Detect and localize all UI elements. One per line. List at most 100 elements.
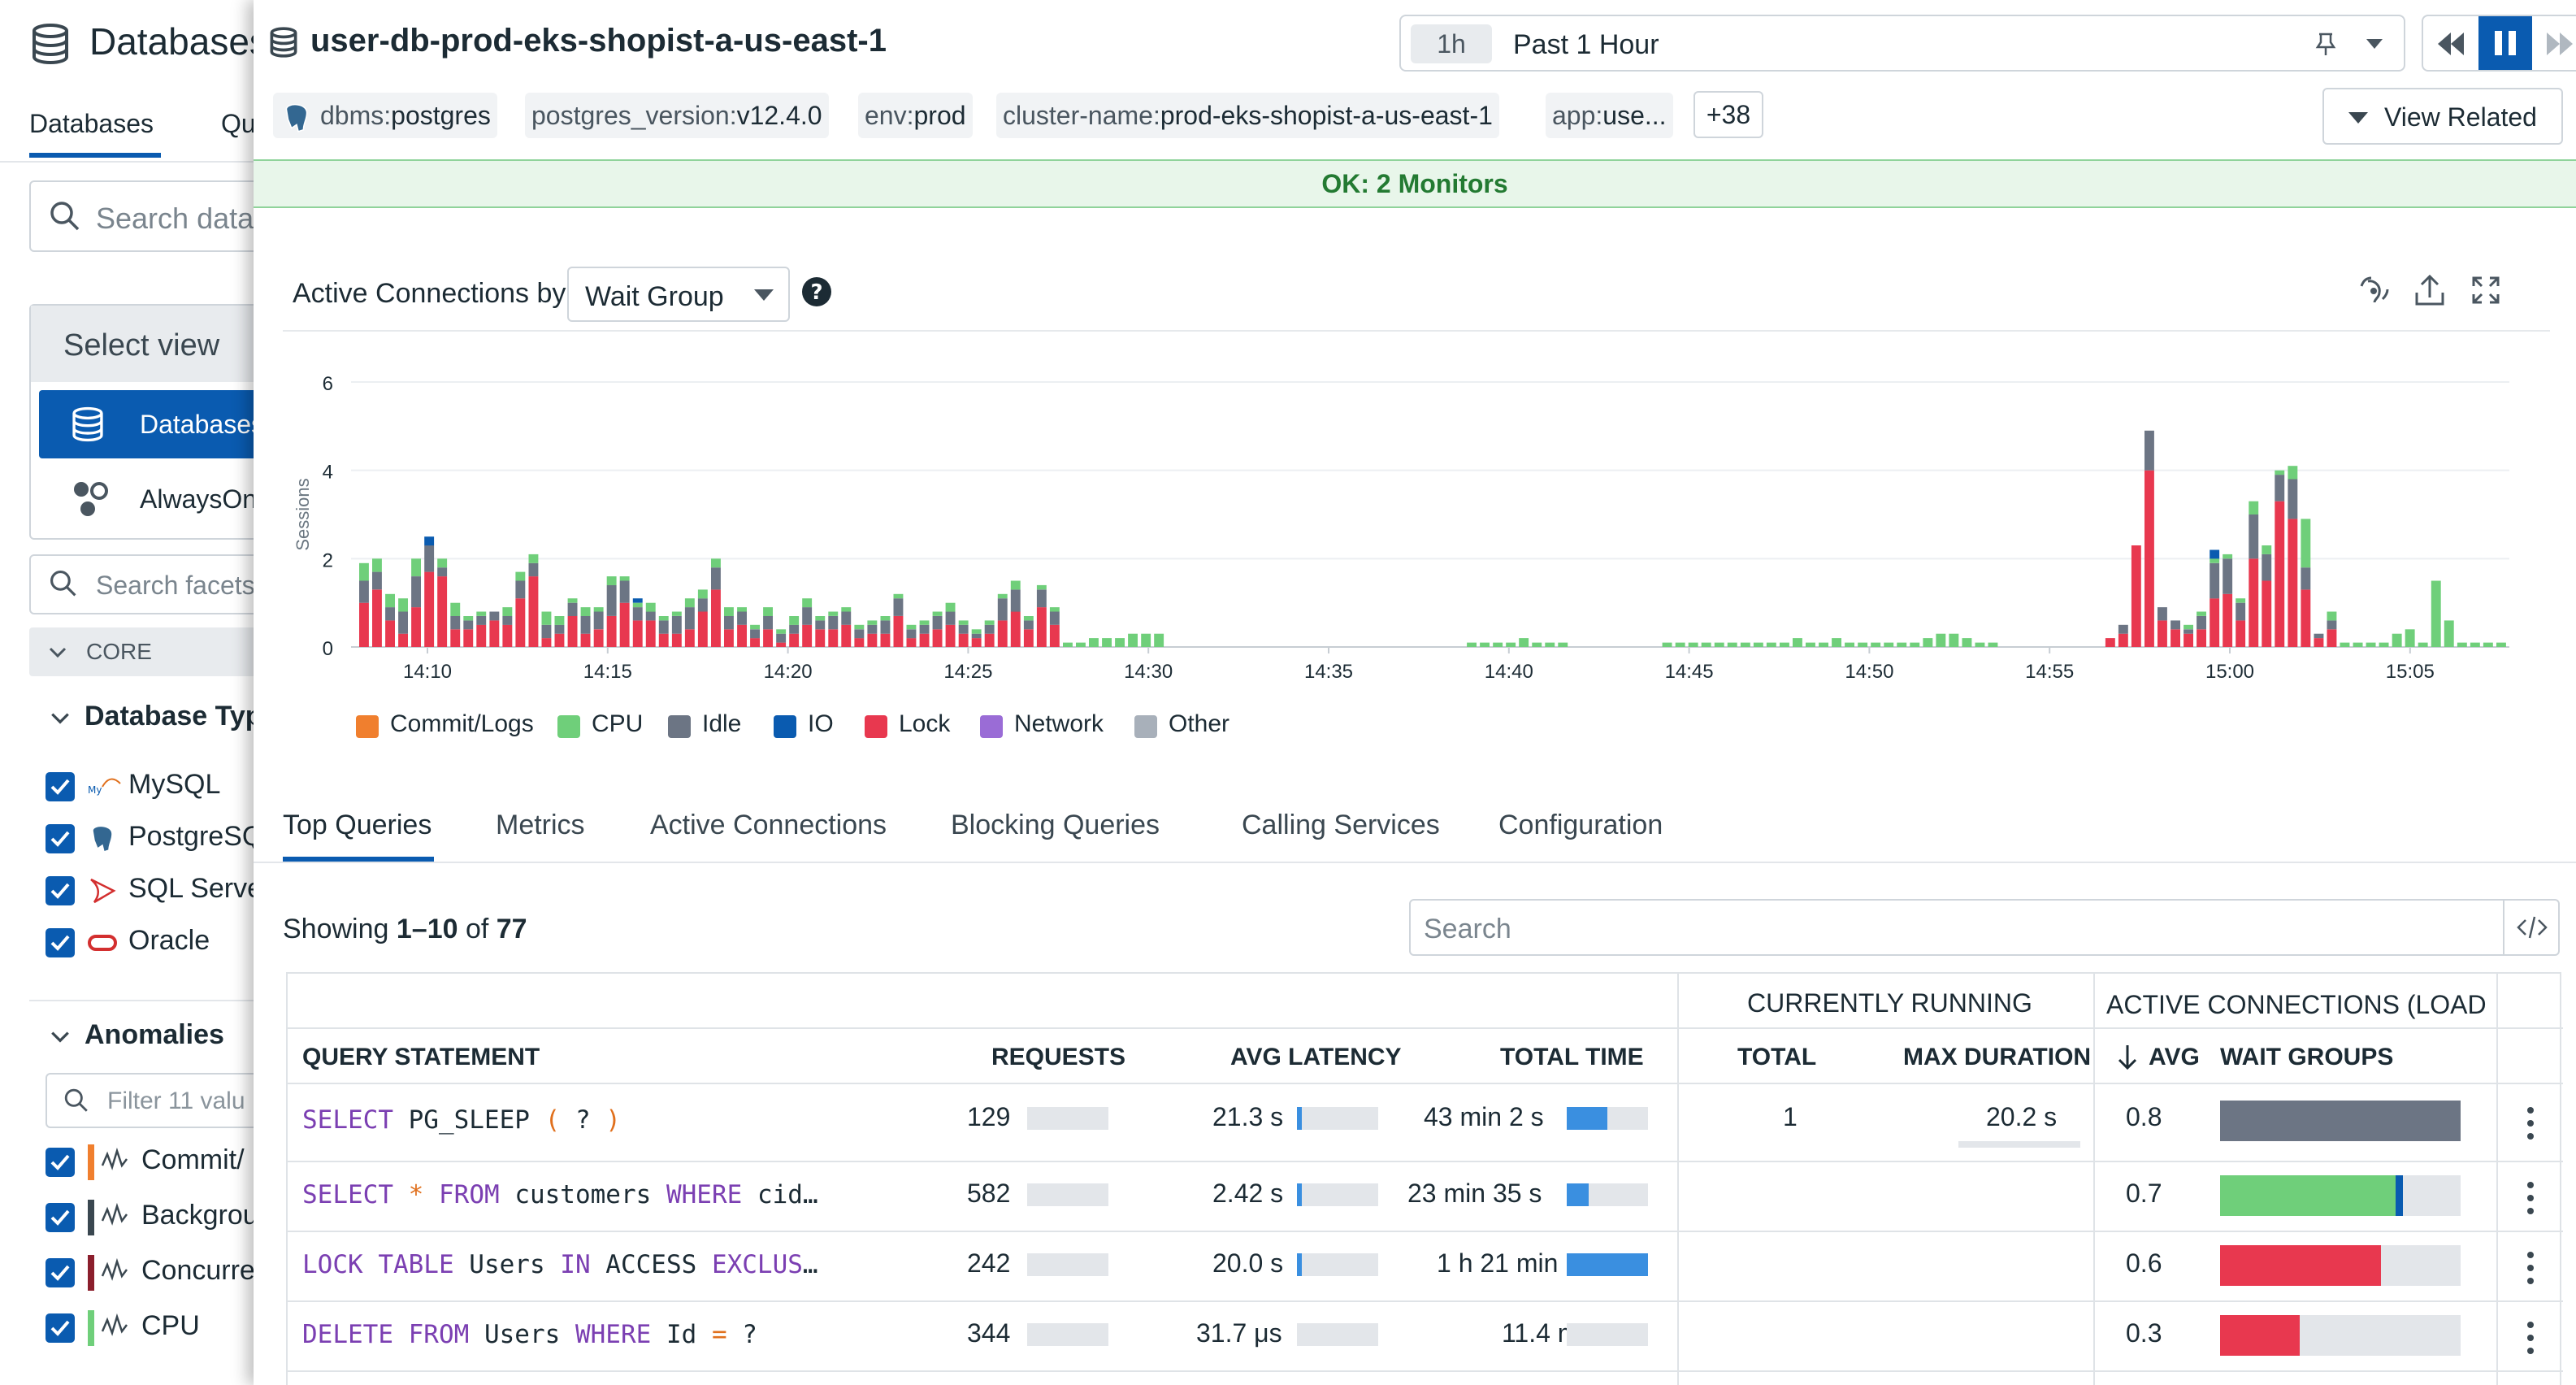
- row-actions-icon[interactable]: [2527, 1322, 2534, 1361]
- view-item-alwayson[interactable]: AlwaysOn: [39, 465, 254, 533]
- help-icon[interactable]: ?: [801, 276, 832, 307]
- wait-group-select[interactable]: Wait Group: [567, 267, 790, 322]
- chevron-down-icon[interactable]: [49, 1026, 72, 1049]
- search-queries-input[interactable]: Search: [1409, 899, 2560, 956]
- max-duration-value: 20.2 s: [1986, 1102, 2058, 1131]
- chart-bar: [1558, 642, 1568, 647]
- tab-blocking-queries[interactable]: Blocking Queries: [951, 810, 1160, 840]
- chart-bar: [2392, 633, 2402, 647]
- fast-forward-icon[interactable]: [2543, 29, 2576, 59]
- filter-values-input[interactable]: Filter 11 valu: [46, 1073, 254, 1128]
- chart-bar: [372, 589, 382, 647]
- code-toggle-button[interactable]: [2503, 901, 2558, 954]
- view-item-databases[interactable]: Databases: [39, 390, 254, 458]
- chart-bar: [1519, 638, 1529, 647]
- chart-bar: [619, 580, 630, 603]
- monitors-status-banner[interactable]: OK: 2 Monitors: [254, 159, 2576, 208]
- checkbox[interactable]: [46, 772, 75, 801]
- chart-bar: [1493, 642, 1503, 647]
- chart-bar: [515, 571, 526, 581]
- divider: [288, 1161, 2563, 1162]
- legend-swatch: [356, 715, 379, 738]
- chart-bar: [1089, 638, 1099, 647]
- select-view-panel: Select view Databases AlwaysOn: [29, 304, 254, 540]
- tab-active-connections[interactable]: Active Connections: [650, 810, 887, 840]
- search-databases-input[interactable]: Search data: [29, 180, 254, 252]
- panel-title: user-db-prod-eks-shopist-a-us-east-1: [310, 23, 887, 59]
- tag-cluster-name[interactable]: cluster-name:prod-eks-shopist-a-us-east-…: [996, 93, 1499, 138]
- chevron-down-icon[interactable]: [49, 707, 72, 730]
- table-row-query[interactable]: SELECT PG_SLEEP ( ? ): [302, 1105, 621, 1135]
- tag-app[interactable]: app:use...: [1546, 93, 1673, 138]
- checkbox[interactable]: [46, 1258, 75, 1287]
- tag-key: dbms:: [320, 101, 392, 130]
- header-requests[interactable]: REQUESTS: [991, 1044, 1126, 1070]
- chart-bar: [489, 620, 500, 647]
- search-facets-input[interactable]: Search facets: [29, 554, 254, 614]
- avg-load-value: 0.8: [2126, 1102, 2162, 1131]
- latency-value: 2.42 s: [1212, 1179, 1284, 1208]
- chart-bar: [828, 629, 839, 647]
- legend-swatch: [865, 715, 887, 738]
- chart-bar: [2314, 638, 2324, 647]
- group-active-connections: ACTIVE CONNECTIONS (LOAD): [2106, 990, 2487, 1019]
- tab-top-queries[interactable]: Top Queries: [283, 810, 432, 840]
- chart-bar: [632, 620, 643, 647]
- tags-more-button[interactable]: +38: [1693, 91, 1763, 138]
- checkbox[interactable]: [46, 1203, 75, 1232]
- checkbox[interactable]: [46, 1313, 75, 1343]
- checkbox[interactable]: [46, 928, 75, 957]
- chevron-down-icon: [47, 642, 68, 663]
- header-total[interactable]: TOTAL: [1737, 1044, 1817, 1070]
- chart-bar: [450, 602, 461, 616]
- expand-icon[interactable]: [2470, 275, 2501, 306]
- header-query-statement[interactable]: QUERY STATEMENT: [302, 1044, 540, 1070]
- header-max-duration[interactable]: MAX DURATION: [1903, 1044, 2092, 1070]
- export-icon[interactable]: [2413, 273, 2446, 307]
- chart-bar: [1128, 633, 1138, 647]
- pin-icon[interactable]: [2313, 31, 2339, 57]
- checkbox[interactable]: [46, 824, 75, 853]
- checkbox[interactable]: [46, 876, 75, 905]
- core-section-toggle[interactable]: CORE: [29, 627, 254, 676]
- tab-databases[interactable]: Databases: [29, 109, 154, 138]
- chart-bar: [815, 620, 826, 630]
- tab-calling-services[interactable]: Calling Services: [1242, 810, 1440, 840]
- chart-bar: [1049, 624, 1060, 647]
- tag-dbms[interactable]: dbms:postgres: [273, 93, 497, 138]
- chart-bar: [789, 633, 800, 647]
- rewind-icon[interactable]: [2435, 29, 2467, 59]
- time-range-picker[interactable]: 1h Past 1 Hour: [1399, 15, 2405, 72]
- chevron-down-icon[interactable]: [2363, 34, 2386, 54]
- chart-bar: [632, 602, 643, 608]
- chart-bar: [1897, 642, 1907, 647]
- chart-bar: [1049, 607, 1060, 612]
- header-total-time[interactable]: TOTAL TIME: [1500, 1044, 1644, 1070]
- sort-arrow-down-icon[interactable]: [2116, 1044, 2139, 1071]
- speech-icon[interactable]: [2357, 275, 2391, 309]
- chart-bar: [593, 629, 604, 647]
- tag-postgres-version[interactable]: postgres_version:v12.4.0: [525, 93, 829, 138]
- chart-bar: [489, 611, 500, 621]
- row-actions-icon[interactable]: [2527, 1252, 2534, 1291]
- table-row-query[interactable]: SELECT * FROM customers WHERE cid…: [302, 1180, 818, 1209]
- chart-bar: [1076, 642, 1086, 647]
- tab-configuration[interactable]: Configuration: [1498, 810, 1663, 840]
- tag-env[interactable]: env:prod: [858, 93, 973, 138]
- tab-metrics[interactable]: Metrics: [496, 810, 585, 840]
- table-row-query[interactable]: LOCK TABLE Users IN ACCESS EXCLUS…: [302, 1250, 818, 1279]
- pause-button[interactable]: [2478, 16, 2532, 70]
- checkbox[interactable]: [46, 1148, 75, 1177]
- chart-bar: [2444, 620, 2454, 647]
- chart-bar: [424, 545, 435, 572]
- tab-queries[interactable]: Qu: [221, 109, 254, 138]
- total-time-bar: [1567, 1253, 1648, 1276]
- row-actions-icon[interactable]: [2527, 1182, 2534, 1221]
- view-related-button[interactable]: View Related: [2322, 88, 2563, 145]
- header-avg-latency[interactable]: AVG LATENCY: [1230, 1044, 1402, 1070]
- chart-bar: [619, 602, 630, 647]
- table-row-query[interactable]: DELETE FROM Users WHERE Id = ?: [302, 1320, 757, 1349]
- row-actions-icon[interactable]: [2527, 1107, 2534, 1146]
- total-time-bar: [1567, 1107, 1648, 1130]
- header-avg[interactable]: AVG: [2149, 1044, 2200, 1070]
